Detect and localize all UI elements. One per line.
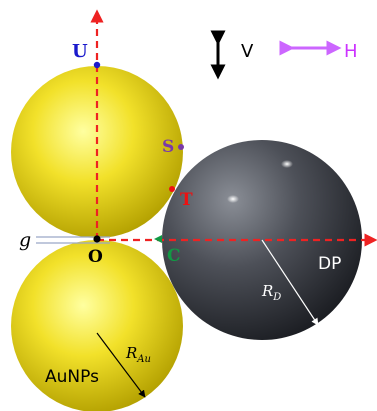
au-label: AuNPs xyxy=(45,367,99,387)
dp-highlight-1 xyxy=(281,160,293,168)
point-U-dot xyxy=(93,61,101,69)
point-T-label: T xyxy=(180,190,193,210)
dp-radius-sub: D xyxy=(272,292,281,303)
point-C-label: C xyxy=(167,246,181,266)
horizontal-label: H xyxy=(344,41,358,62)
dp-radius-arrow xyxy=(261,239,319,326)
dp-radius-main: R xyxy=(261,282,273,300)
dp-highlight-2 xyxy=(227,195,239,203)
gap-label: g xyxy=(19,229,31,251)
point-S-dot xyxy=(178,144,184,150)
point-S-label: S xyxy=(162,137,174,157)
gold-sphere-bottom xyxy=(11,240,183,411)
dp-radius-label: RD xyxy=(261,282,281,303)
au-radius-main: R xyxy=(125,344,137,362)
au-radius-arrow xyxy=(96,332,146,398)
point-U-label: U xyxy=(72,41,88,62)
point-C-marker xyxy=(154,235,162,243)
dp-label: DP xyxy=(318,254,341,274)
point-O-label: O xyxy=(88,247,103,267)
vertical-label: V xyxy=(241,41,254,62)
au-radius-sub: Au xyxy=(136,354,151,365)
point-O-dot xyxy=(93,235,101,243)
point-T-dot xyxy=(169,186,175,192)
au-radius-label: RAu xyxy=(125,344,151,365)
